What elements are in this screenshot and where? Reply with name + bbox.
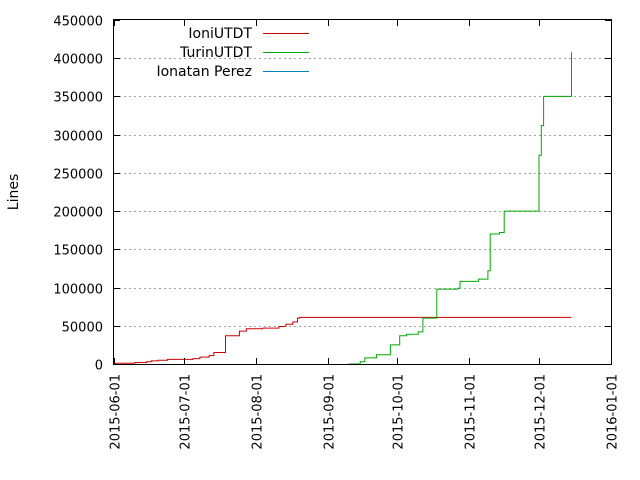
y-tick-label: 450000 (53, 15, 103, 30)
y-tick-label: 150000 (53, 244, 103, 259)
legend-label: IoniUTDT (188, 26, 252, 42)
x-tick-label: 2015-12-01 (534, 374, 549, 450)
series-lines (114, 52, 572, 365)
plot-frame (113, 19, 612, 365)
y-tick-label: 400000 (53, 53, 103, 68)
x-tick-label: 2015-06-01 (109, 374, 124, 450)
x-tick-label: 2016-01-01 (606, 374, 621, 450)
x-tick-label: 2015-09-01 (323, 374, 338, 450)
series-line-1 (348, 52, 572, 365)
series-line-0 (114, 316, 572, 364)
legend-label: Ionatan Perez (156, 64, 252, 80)
y-tick-label: 0 (95, 359, 103, 374)
y-axis-title: Lines (6, 174, 22, 210)
y-axis-ticks: 0 50000 100000 150000 200000 250000 300000 3500… (53, 15, 611, 374)
x-tick-label: 2015-07-01 (179, 374, 194, 450)
y-tick-label: 100000 (53, 283, 103, 298)
x-tick-label: 2015-10-01 (392, 374, 407, 450)
legend: IoniUTDT TurinUTDT Ionatan Perez (156, 26, 309, 80)
y-tick-label: 350000 (53, 91, 103, 106)
y-tick-label: 300000 (53, 130, 103, 145)
y-tick-label: 200000 (53, 206, 103, 221)
grid-lines (114, 58, 611, 327)
y-tick-label: 50000 (62, 321, 103, 336)
y-tick-label: 250000 (53, 168, 103, 183)
x-tick-label: 2015-11-01 (464, 374, 479, 450)
x-axis-ticks: 2015-06-01 2015-07-01 2015-08-01 2015-09-01… (109, 20, 621, 450)
legend-label: TurinUTDT (179, 45, 252, 61)
x-tick-label: 2015-08-01 (251, 374, 266, 450)
